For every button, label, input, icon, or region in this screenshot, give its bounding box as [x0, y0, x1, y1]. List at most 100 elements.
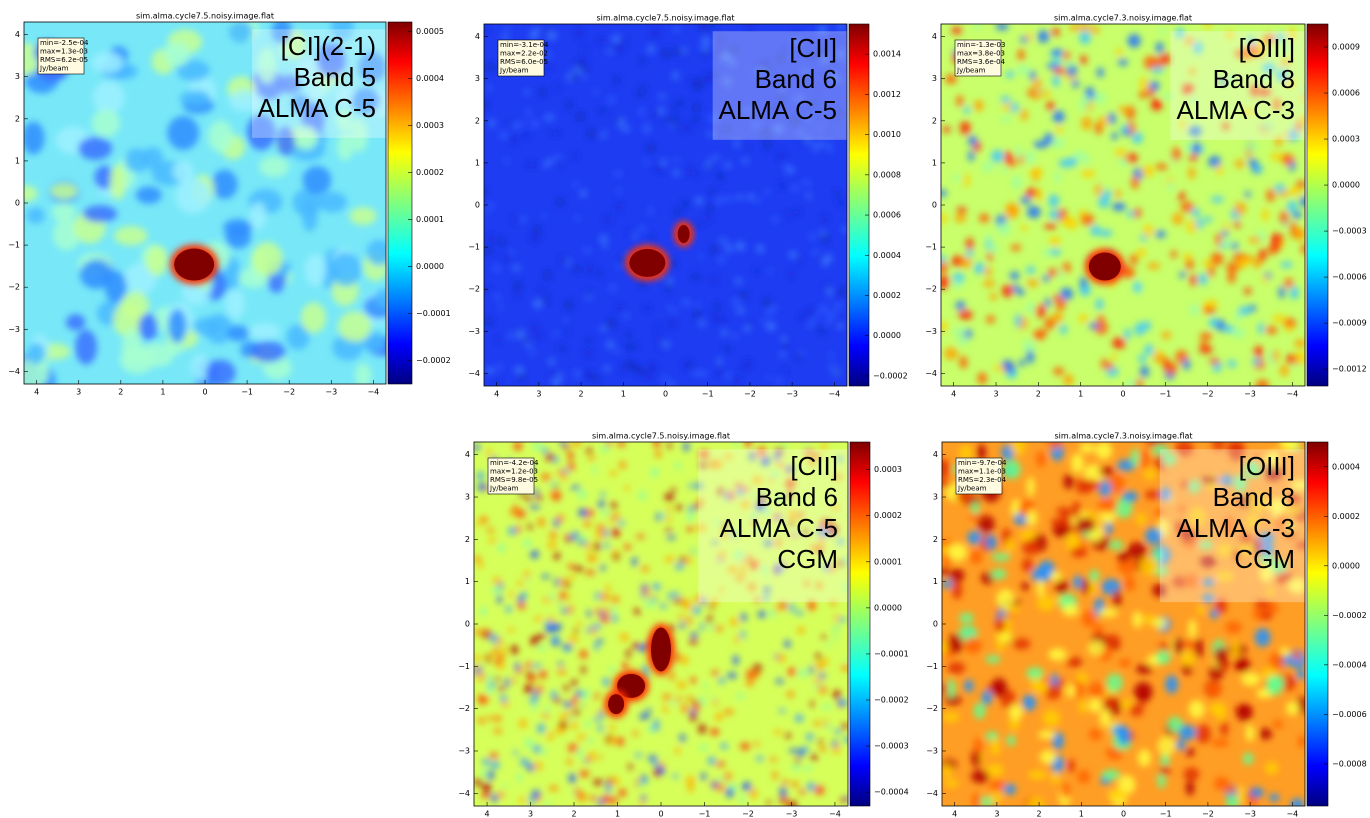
map-blob [635, 91, 646, 97]
map-blob [749, 491, 755, 498]
map-blob [740, 742, 751, 750]
map-blob [756, 755, 764, 762]
map-blob [50, 182, 79, 200]
map-blob [1234, 311, 1242, 323]
stats-line: RMS=3.6e-04 [957, 58, 1006, 66]
map-blob [699, 462, 708, 469]
map-blob [484, 209, 488, 216]
map-blob [760, 319, 768, 324]
map-blob [179, 90, 211, 107]
map-blob [989, 293, 998, 301]
map-blob [1088, 698, 1102, 713]
map-blob [762, 298, 772, 307]
map-blob [1130, 448, 1140, 467]
map-blob [598, 235, 608, 242]
map-blob [941, 254, 947, 264]
x-tick-label: 3 [76, 388, 81, 397]
map-blob [716, 369, 724, 376]
map-blob [1079, 55, 1088, 65]
map-blob [671, 592, 680, 598]
map-blob [673, 169, 680, 177]
map-blob [1184, 37, 1195, 46]
map-blob [1135, 378, 1143, 386]
map-blob [779, 183, 787, 189]
map-blob [1167, 716, 1183, 733]
map-blob [983, 280, 996, 288]
map-blob [797, 669, 808, 678]
map-blob [1001, 284, 1014, 298]
map-blob [672, 598, 683, 604]
map-blob [1027, 770, 1048, 780]
map-blob [582, 689, 591, 699]
map-blob [709, 189, 716, 196]
map-blob [1275, 513, 1288, 533]
y-tick-label: 3 [475, 74, 480, 83]
map-blob [694, 78, 705, 86]
map-blob [564, 300, 574, 310]
map-blob [670, 258, 677, 268]
y-tick-label: −2 [468, 285, 480, 294]
map-blob [515, 509, 526, 518]
x-tick-label: 1 [1078, 390, 1083, 399]
map-blob [1115, 48, 1123, 56]
map-image [942, 442, 1305, 806]
map-blob [1000, 166, 1008, 173]
map-blob [1237, 785, 1248, 798]
map-blob [984, 267, 993, 277]
map-blob [718, 487, 724, 496]
map-blob [1296, 668, 1305, 680]
map-blob [331, 22, 354, 42]
panel-label: Band 8 [1213, 64, 1295, 94]
map-blob [1154, 508, 1164, 518]
map-blob [784, 733, 792, 739]
map-blob [526, 162, 537, 168]
map-blob [1197, 273, 1208, 286]
map-blob [607, 725, 617, 730]
map-blob [790, 184, 799, 193]
map-blob [576, 112, 585, 122]
map-blob [618, 38, 628, 44]
map-blob [837, 51, 842, 59]
map-blob [543, 270, 552, 280]
map-blob [844, 658, 848, 663]
map-blob [652, 109, 659, 119]
map-blob [1038, 89, 1051, 98]
map-blob [1152, 444, 1169, 457]
map-blob [752, 664, 762, 673]
map-blob [1225, 795, 1240, 806]
map-blob [714, 459, 723, 470]
map-blob [600, 444, 610, 453]
x-tick-label: 2 [579, 390, 584, 399]
map-blob [771, 215, 779, 224]
map-blob [650, 28, 660, 38]
map-blob [538, 287, 546, 294]
map-blob [1071, 500, 1081, 519]
x-tick-label: 2 [1037, 810, 1042, 818]
map-blob [1072, 575, 1083, 590]
map-blob [761, 456, 770, 467]
map-blob [672, 104, 678, 109]
map-blob [509, 591, 514, 599]
map-blob [1290, 798, 1305, 806]
colorbar-tick-label: 0.0002 [873, 291, 901, 300]
map-blob [1079, 442, 1095, 454]
map-blob [556, 161, 564, 167]
map-blob [644, 375, 655, 381]
map-blob [708, 624, 715, 631]
map-blob [496, 638, 503, 645]
map-blob [1190, 142, 1203, 155]
map-blob [1049, 571, 1063, 582]
map-blob [1199, 340, 1209, 348]
map-blob [717, 551, 726, 561]
map-blob [670, 700, 677, 706]
x-tick-label: 1 [160, 388, 165, 397]
map-blob [734, 550, 745, 561]
map-blob [716, 318, 727, 324]
map-blob [349, 118, 368, 153]
x-tick-label: −4 [1286, 810, 1298, 818]
map-blob [484, 247, 494, 254]
x-tick-label: −1 [702, 390, 714, 399]
map-blob [978, 213, 990, 223]
map-blob [1295, 540, 1305, 550]
panel-label: ALMA C-3 [1177, 95, 1296, 125]
